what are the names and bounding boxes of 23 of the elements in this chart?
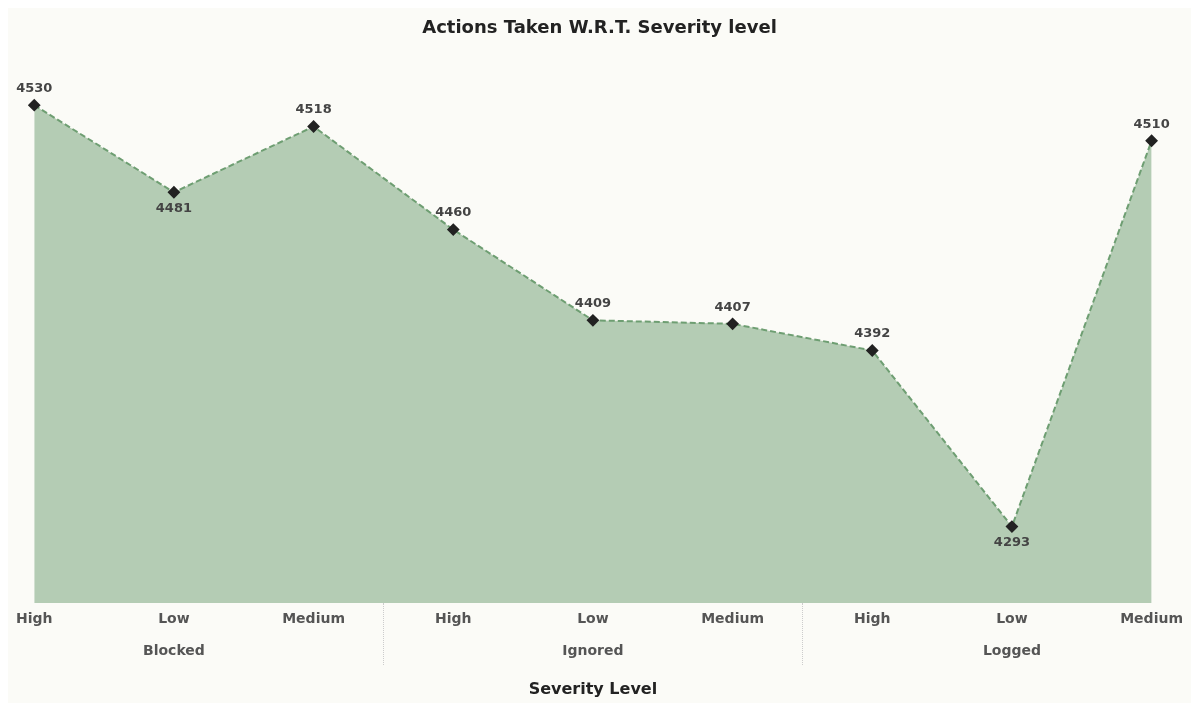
x-tick-label: High bbox=[15, 610, 53, 627]
data-label: 4530 bbox=[16, 80, 53, 96]
data-label: 4392 bbox=[854, 325, 891, 341]
data-label: 4407 bbox=[714, 298, 751, 314]
data-label: 4293 bbox=[993, 534, 1031, 550]
x-tick-label: Low bbox=[158, 610, 190, 627]
data-label: 4460 bbox=[435, 204, 472, 220]
data-label: 4409 bbox=[574, 295, 612, 311]
chart-title: Actions Taken W.R.T. Severity level bbox=[422, 16, 777, 38]
x-tick-label: Low bbox=[996, 610, 1028, 627]
data-label: 4518 bbox=[295, 101, 332, 117]
x-tick-label: Medium bbox=[1120, 610, 1184, 627]
annotation: Blocked bbox=[143, 641, 205, 658]
annotation: Logged bbox=[982, 641, 1041, 658]
x-tick-label: Medium bbox=[701, 610, 764, 627]
x-axis-title: Severity Level bbox=[528, 678, 658, 698]
x-tick-label: High bbox=[854, 610, 891, 627]
data-label: 4510 bbox=[1133, 115, 1170, 131]
x-tick-label: Low bbox=[577, 610, 609, 627]
x-tick-label: High bbox=[435, 610, 472, 627]
annotation: Ignored bbox=[562, 641, 624, 658]
data-label: 4481 bbox=[155, 200, 193, 216]
x-tick-label: Medium bbox=[282, 610, 345, 627]
